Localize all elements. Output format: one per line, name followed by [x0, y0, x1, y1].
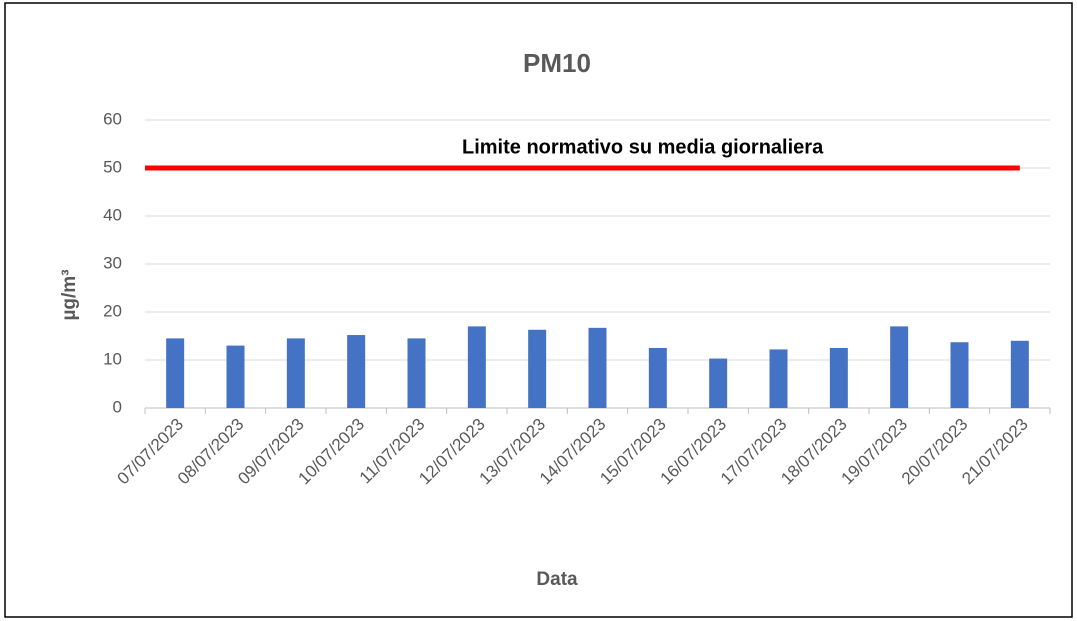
bar: [467, 326, 486, 408]
chart-border: [4, 2, 1073, 618]
bar: [709, 358, 728, 408]
bar: [347, 335, 366, 408]
bar: [286, 338, 305, 408]
bar: [1010, 340, 1029, 408]
bar: [528, 329, 547, 408]
y-tick-label: 60: [103, 109, 122, 128]
bar: [588, 327, 607, 408]
bar: [890, 326, 909, 408]
y-tick-label: 20: [103, 301, 122, 320]
y-tick-label: 30: [103, 253, 122, 272]
bar: [166, 338, 185, 408]
bar: [950, 342, 969, 408]
bar: [648, 348, 667, 408]
x-axis-label: Data: [536, 569, 578, 590]
y-tick-label: 10: [103, 349, 122, 368]
bar: [226, 345, 245, 408]
limit-label: Limite normativo su media giornaliera: [462, 136, 824, 158]
y-tick-label: 40: [103, 205, 122, 224]
bar: [829, 348, 848, 408]
y-tick-label: 50: [103, 157, 122, 176]
y-axis-label: µg/m³: [59, 269, 80, 320]
y-tick-label: 0: [113, 397, 122, 416]
bar: [769, 349, 788, 408]
chart-title: PM10: [523, 48, 591, 78]
bar: [407, 338, 426, 408]
